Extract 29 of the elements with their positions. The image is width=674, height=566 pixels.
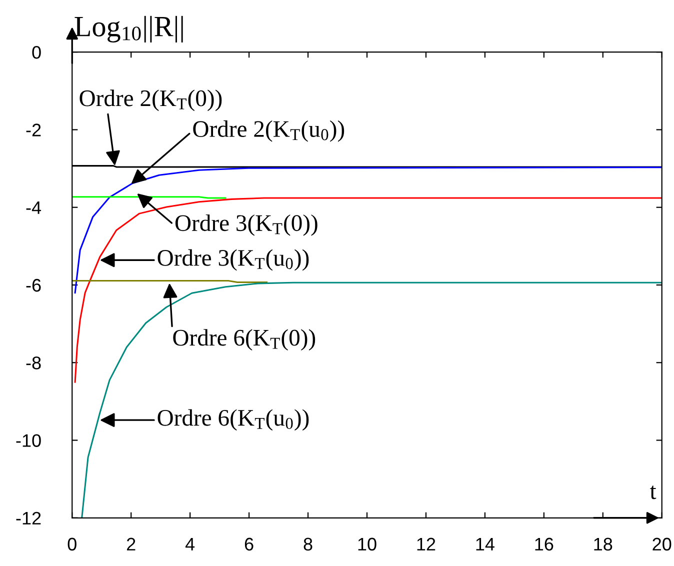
x-tick-label: 14: [476, 538, 494, 550]
annotation: Ordre 3(K$_{T}$(u$_{0}$)): [158, 249, 309, 271]
x-tick-label: 20: [652, 538, 672, 551]
y-tick-label: -2: [26, 124, 41, 136]
y-tick-label: -10: [16, 434, 41, 447]
y-tick-label: 0: [32, 46, 41, 59]
x-tick-label: 10: [358, 538, 376, 551]
x-tick-label: 16: [535, 538, 554, 551]
y-tick-label: -12: [16, 512, 41, 524]
annotation: Ordre 6(K$_{T}$(u$_{0}$)): [158, 409, 309, 431]
x-tick-label: 18: [594, 538, 612, 551]
annotation: Ordre 2(K$_{T}$(u$_{0}$)): [193, 120, 344, 142]
x-axis-title: t: [650, 486, 656, 500]
y-tick-label: -4: [26, 201, 42, 214]
line-series: [74, 197, 662, 383]
annotation: Ordre 3(K$_{T}$(0)): [175, 214, 318, 236]
y-tick-label: -6: [26, 278, 41, 292]
y-tick-label: -8: [26, 356, 41, 370]
x-tick-label: 4: [185, 538, 195, 550]
annotation: Ordre 6(K$_{T}$(0)): [173, 329, 316, 351]
annotation: Ordre 2(K$_{T}$(0)): [80, 90, 222, 112]
x-tick-label: 0: [68, 538, 76, 551]
x-tick-label: 12: [417, 538, 436, 550]
line-series: [74, 166, 662, 294]
x-tick-label: 6: [244, 538, 254, 551]
y-axis-title: Log$_{10}$||R||: [74, 16, 183, 42]
x-tick-label: 2: [126, 538, 136, 550]
line-series: [81, 282, 662, 518]
x-tick-label: 8: [304, 538, 312, 551]
